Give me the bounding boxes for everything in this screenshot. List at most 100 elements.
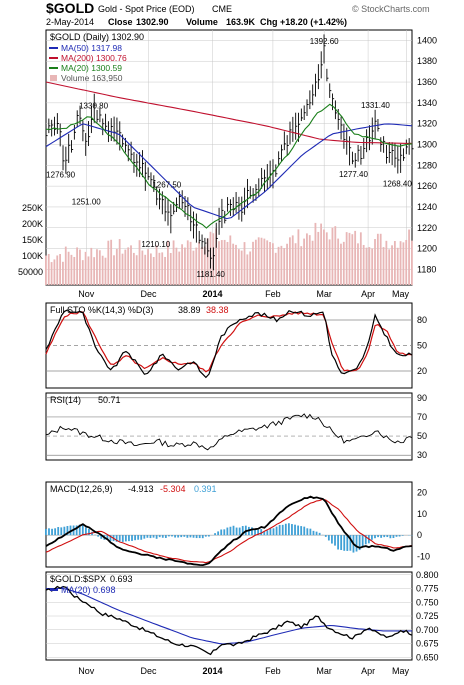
macd-histogram-bar bbox=[257, 529, 260, 536]
volume-bar bbox=[331, 227, 334, 285]
volume-bar bbox=[317, 231, 320, 285]
macd-histogram-bar bbox=[201, 535, 204, 539]
x-tick-label: Nov bbox=[78, 666, 95, 676]
volume-bar bbox=[70, 254, 73, 285]
exchange: CME bbox=[212, 4, 232, 14]
volume-value: 163.9K bbox=[226, 17, 256, 27]
stochastic-tick-label: 20 bbox=[417, 366, 427, 376]
volume-bar bbox=[149, 253, 152, 285]
macd-histogram-bar bbox=[324, 535, 327, 537]
volume-bar bbox=[325, 232, 328, 285]
macd-histogram-bar bbox=[217, 531, 220, 536]
volume-bar bbox=[101, 255, 104, 285]
macd-signal-value: -5.304 bbox=[160, 484, 186, 494]
x-tick-label: May bbox=[392, 666, 410, 676]
volume-bar bbox=[64, 246, 67, 285]
price-tick-label: 1280 bbox=[417, 160, 437, 170]
macd-histogram-bar bbox=[131, 535, 133, 541]
volume-bar bbox=[115, 248, 118, 285]
volume-bar bbox=[283, 248, 286, 285]
description: Gold - Spot Price (EOD) bbox=[98, 4, 195, 14]
macd-histogram-bar bbox=[48, 528, 50, 536]
volume-bar bbox=[374, 239, 376, 285]
macd-histogram-bar bbox=[158, 535, 161, 538]
x-tick-label: Apr bbox=[361, 289, 375, 299]
volume-bar bbox=[167, 240, 169, 285]
macd-histogram-bar bbox=[371, 535, 373, 540]
chg-value: +18.20 (+1.42%) bbox=[280, 17, 347, 27]
volume-label: Volume bbox=[186, 17, 218, 27]
rsi-line bbox=[45, 413, 413, 451]
volume-bar bbox=[218, 241, 220, 285]
macd-histogram-bar bbox=[343, 535, 346, 551]
x-axis-bottom: Nov Dec 2014 Feb Mar Apr May bbox=[78, 666, 409, 676]
volume-bar bbox=[249, 251, 252, 285]
volume-tick-label: 200K bbox=[22, 219, 43, 229]
macd-histogram-bar bbox=[226, 527, 229, 536]
macd-histogram-bar bbox=[306, 528, 309, 536]
stochastic-content: 20 50 80 bbox=[45, 309, 427, 379]
volume-bar bbox=[164, 256, 166, 285]
price-panel-title: $GOLD (Daily) 1302.90 bbox=[50, 32, 144, 42]
volume-bar bbox=[379, 233, 382, 285]
macd-histogram-bar bbox=[78, 524, 81, 536]
macd-histogram-bar bbox=[146, 535, 149, 538]
macd-histogram-bar bbox=[208, 535, 210, 537]
volume-bar bbox=[181, 244, 183, 285]
macd-histogram-bar bbox=[392, 535, 395, 539]
macd-histogram-bar bbox=[269, 528, 272, 536]
x-tick-label: 2014 bbox=[203, 289, 223, 299]
macd-histogram-bar bbox=[128, 535, 130, 542]
legend-label: MA(20) 1300.59 bbox=[61, 63, 122, 73]
macd-histogram-bar bbox=[395, 535, 398, 537]
macd-histogram-bar bbox=[84, 527, 87, 536]
volume-bar bbox=[362, 244, 365, 285]
macd-histogram-bar bbox=[312, 530, 315, 536]
macd-histogram-bar bbox=[294, 524, 296, 536]
macd-histogram-bar bbox=[140, 535, 143, 540]
volume-bar bbox=[141, 250, 144, 285]
volume-bar bbox=[328, 239, 331, 285]
x-axis-top: Nov Dec 2014 Feb Mar Apr May bbox=[78, 289, 409, 299]
volume-bar bbox=[277, 246, 280, 285]
macd-histogram-bar bbox=[401, 535, 404, 536]
macd-tick-label: 20 bbox=[417, 488, 427, 498]
volume-bar bbox=[266, 240, 269, 285]
volume-bar bbox=[308, 235, 311, 285]
volume-bar bbox=[169, 253, 172, 285]
macd-signal-line bbox=[45, 498, 413, 564]
stochastic-title: Full STO %K(14,3) %D(3) bbox=[50, 305, 153, 315]
price-grid bbox=[46, 30, 412, 285]
volume-bar bbox=[90, 247, 93, 285]
volume-bar bbox=[104, 257, 107, 285]
volume-bar bbox=[408, 229, 410, 285]
macd-histogram-bar bbox=[349, 535, 352, 551]
macd-histogram-bar bbox=[272, 528, 275, 536]
x-tick-label: Dec bbox=[140, 666, 157, 676]
macd-histogram-bar bbox=[183, 535, 186, 537]
macd-histogram-bar bbox=[284, 523, 287, 536]
price-tick-label: 1400 bbox=[417, 35, 437, 45]
macd-histogram-bar bbox=[355, 535, 358, 552]
volume-bar bbox=[203, 246, 206, 285]
volume-bar bbox=[263, 238, 266, 285]
volume-bar bbox=[314, 222, 317, 285]
volume-bar bbox=[87, 256, 90, 285]
macd-histogram-bar bbox=[195, 535, 198, 539]
x-tick-label: Feb bbox=[265, 666, 281, 676]
ma200-line bbox=[45, 81, 412, 144]
volume-bar bbox=[269, 242, 271, 285]
macd-histogram-bar bbox=[100, 535, 103, 539]
price-tick-label: 1260 bbox=[417, 181, 437, 191]
volume-bar bbox=[132, 252, 135, 285]
macd-histogram-bar bbox=[121, 535, 124, 542]
volume-bar bbox=[257, 237, 260, 285]
macd-histogram-bar bbox=[204, 535, 207, 537]
price-tick-label: 1340 bbox=[417, 98, 437, 108]
volume-bar bbox=[152, 256, 155, 285]
volume-bar bbox=[306, 233, 308, 285]
macd-histogram-bar bbox=[361, 535, 364, 548]
macd-histogram-bar bbox=[57, 527, 60, 536]
price-annotation: 1331.40 bbox=[361, 101, 390, 110]
price-annotation: 1267.50 bbox=[152, 180, 181, 189]
